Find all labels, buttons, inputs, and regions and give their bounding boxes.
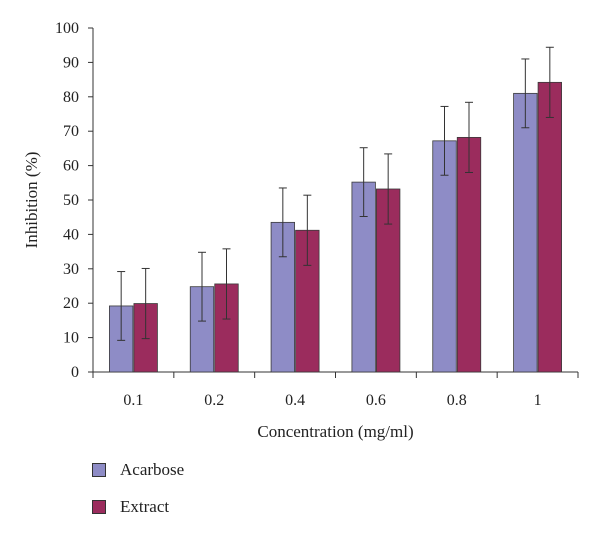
bar-extract-5 (537, 81, 562, 373)
error-bars (117, 46, 554, 341)
y-tick-label: 20 (63, 295, 79, 312)
x-axis: 0.1 0.2 0.4 0.6 0.8 1 (92, 371, 579, 409)
legend: Acarbose Extract (92, 459, 184, 533)
x-tick-label: 0.8 (447, 392, 467, 409)
x-tick-label: 0.4 (285, 392, 305, 409)
x-tick-label: 0.1 (123, 392, 143, 409)
legend-item-extract: Extract (92, 496, 184, 518)
y-axis-title: Inhibition (%) (22, 152, 41, 249)
legend-label-acarbose: Acarbose (120, 460, 185, 479)
legend-label-extract: Extract (120, 497, 170, 516)
x-tick-label: 0.6 (366, 392, 386, 409)
y-tick-label: 40 (63, 226, 79, 243)
legend-item-acarbose: Acarbose (92, 459, 184, 481)
bar-acarbose-5 (513, 92, 538, 373)
bars (109, 81, 562, 373)
x-tick-label: 1 (534, 392, 542, 409)
y-tick-label: 10 (63, 330, 79, 347)
y-tick-label: 30 (63, 261, 79, 278)
y-tick-label: 70 (63, 123, 79, 140)
legend-swatch-extract (92, 500, 106, 514)
y-tick-label: 100 (55, 20, 79, 37)
y-tick-label: 50 (63, 192, 79, 209)
y-tick-label: 0 (71, 364, 79, 381)
y-tick-label: 90 (63, 54, 79, 71)
x-tick-label: 0.2 (204, 392, 224, 409)
y-axis: 0 10 20 30 40 50 60 70 80 90 100 (55, 20, 94, 381)
x-axis-title: Concentration (mg/ml) (257, 422, 413, 441)
y-tick-label: 80 (63, 89, 79, 106)
legend-swatch-acarbose (92, 463, 106, 477)
y-tick-label: 60 (63, 158, 79, 175)
